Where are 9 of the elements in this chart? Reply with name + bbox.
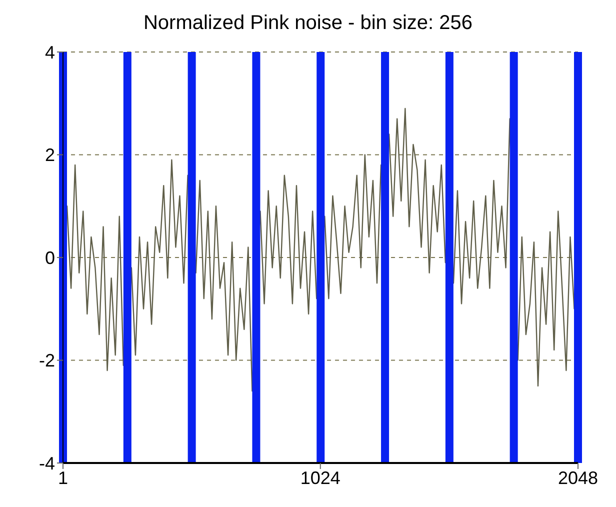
x-tick-label: 1024	[300, 468, 340, 488]
chart-title: Normalized Pink noise - bin size: 256	[142, 11, 474, 36]
y-tick-label: 2	[44, 145, 55, 166]
y-tick-label: 4	[44, 42, 55, 62]
x-tick-label: 2048	[558, 468, 598, 488]
x-tick-label: 1	[58, 468, 68, 488]
y-tick-label: -2	[38, 350, 55, 371]
y-tick-label: 0	[44, 248, 55, 268]
y-tick-label: -4	[38, 453, 55, 474]
